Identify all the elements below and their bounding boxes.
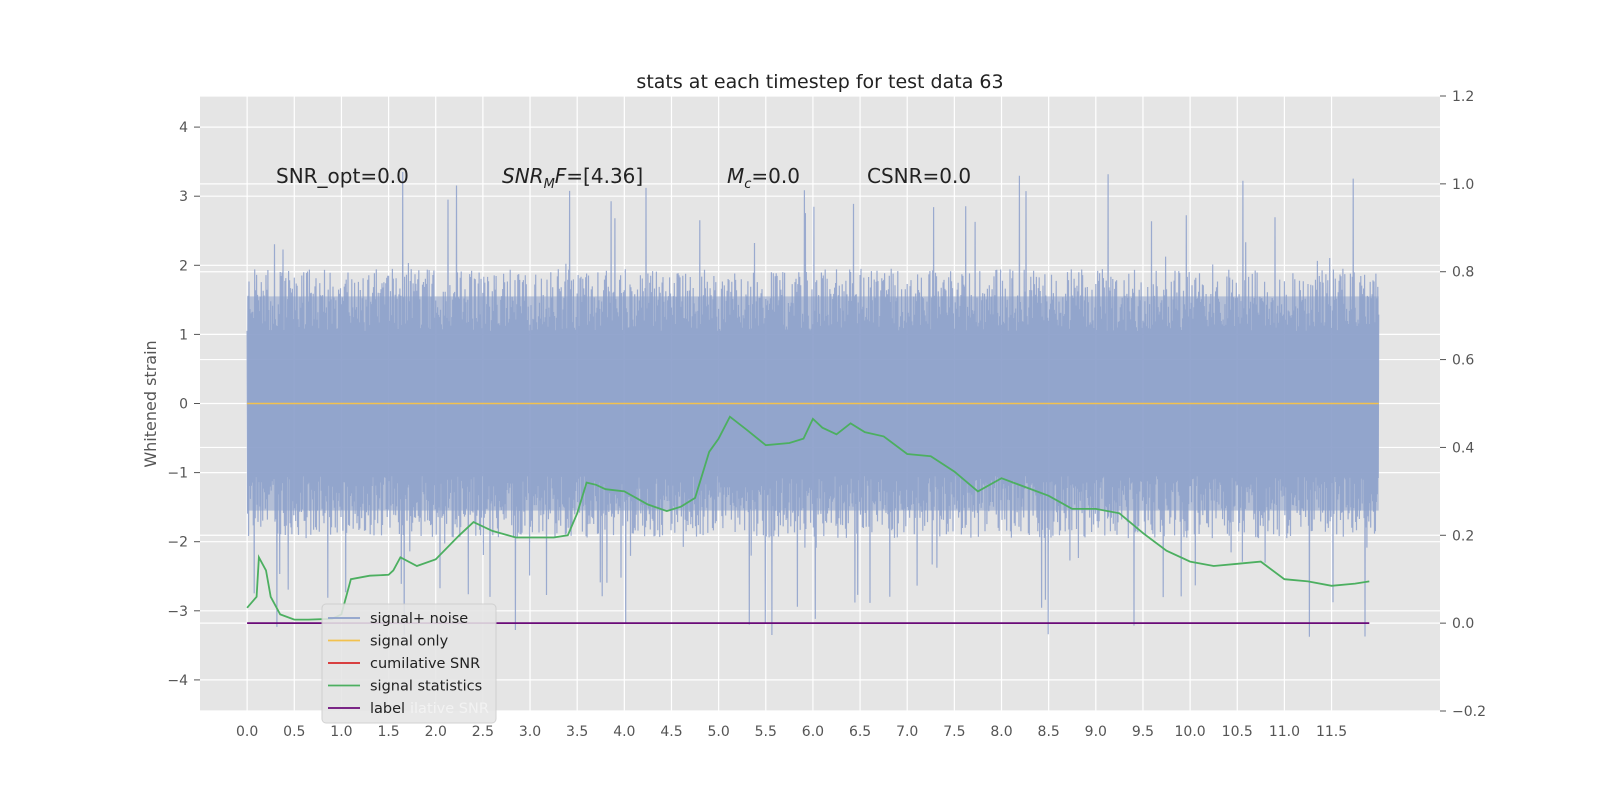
x-tick-label: 1.0 <box>330 724 352 740</box>
y-tick-label: 1 <box>179 327 188 343</box>
annotation-snr-mf-sub: M <box>544 177 555 192</box>
annotation-mc: Mc=0.0 <box>727 164 800 192</box>
x-tick-label: 7.0 <box>896 724 918 740</box>
y-tick-label: −4 <box>167 673 188 689</box>
annotation-mc-sub: c <box>744 177 751 192</box>
series-signal-statistics-line <box>246 415 1370 621</box>
legend-label: signal statistics <box>370 679 482 695</box>
legend-ghost-label: ilative SNR <box>410 701 489 717</box>
x-tick-label: 0.0 <box>236 724 258 740</box>
x-tick-label: 8.0 <box>990 724 1012 740</box>
x-tick-label: 8.5 <box>1038 724 1060 740</box>
x-tick-label: 9.0 <box>1085 724 1107 740</box>
x-tick-label: 3.5 <box>566 724 588 740</box>
y-right-tick-label: 1.2 <box>1452 89 1474 105</box>
x-tick-label: 4.0 <box>613 724 635 740</box>
annotation-snr-mf-main: SNR <box>502 164 544 188</box>
y-right-tick-label: 0.2 <box>1452 528 1474 544</box>
annotation-snr-mf: SNRMF=[4.36] <box>502 164 643 192</box>
y-tick-label: 0 <box>179 397 188 413</box>
y-tick-label: −1 <box>167 466 188 482</box>
x-tick-label: 9.5 <box>1132 724 1154 740</box>
annotation-mc-rest: =0.0 <box>751 164 800 188</box>
legend-label: signal+ noise <box>370 611 468 627</box>
y-tick-label: 2 <box>179 258 188 274</box>
y-tick-label: 4 <box>179 120 188 136</box>
x-tick-label: 11.5 <box>1316 724 1347 740</box>
x-tick-label: 1.5 <box>377 724 399 740</box>
x-tick-label: 10.5 <box>1222 724 1253 740</box>
legend: signal+ noise signal only cumilative SNR si… <box>321 603 497 724</box>
annotation-snr-mf-rest: =[4.36] <box>566 164 643 188</box>
x-tick-label: 3.0 <box>519 724 541 740</box>
legend-label: label <box>370 701 405 717</box>
axes: 0.0 0.5 1.0 1.5 2.0 2.5 3.0 3.5 4.0 4.5 5.0 5.5 6.0 6… <box>167 89 1486 740</box>
x-tick-label: 6.5 <box>849 724 871 740</box>
x-tick-label: 5.5 <box>755 724 777 740</box>
y-right-tick-label: 0.0 <box>1452 616 1474 632</box>
annotation-csnr: CSNR=0.0 <box>867 164 971 188</box>
y-axis-label: Whitened strain <box>141 340 160 467</box>
x-tick-label: 0.5 <box>283 724 305 740</box>
legend-label: cumilative SNR <box>370 656 480 672</box>
y-right-tick-label: 0.8 <box>1452 265 1474 281</box>
y-tick-label: 3 <box>179 189 188 205</box>
y-right-tick-label: 0.6 <box>1452 353 1474 369</box>
x-tick-label: 11.0 <box>1269 724 1300 740</box>
y-right-tick-label: 1.0 <box>1452 177 1474 193</box>
annotation-snr-mf-rest-f: F <box>555 164 567 188</box>
x-tick-label: 7.5 <box>943 724 965 740</box>
annotation-mc-main: M <box>727 164 744 188</box>
y-tick-label: −3 <box>167 604 188 620</box>
x-tick-label: 2.0 <box>425 724 447 740</box>
legend-label: signal only <box>370 634 449 650</box>
y-right-tick-label: −0.2 <box>1452 704 1486 720</box>
annotation-snr-opt: SNR_opt=0.0 <box>276 164 409 188</box>
y-tick-label: −2 <box>167 535 188 551</box>
chart-title: stats at each timestep for test data 63 <box>636 71 1003 93</box>
x-tick-label: 4.5 <box>660 724 682 740</box>
x-tick-label: 5.0 <box>707 724 729 740</box>
y-right-tick-label: 0.4 <box>1452 440 1474 456</box>
legend-box <box>321 603 497 724</box>
x-tick-label: 10.0 <box>1175 724 1206 740</box>
x-tick-label: 2.5 <box>472 724 494 740</box>
x-tick-label: 6.0 <box>802 724 824 740</box>
